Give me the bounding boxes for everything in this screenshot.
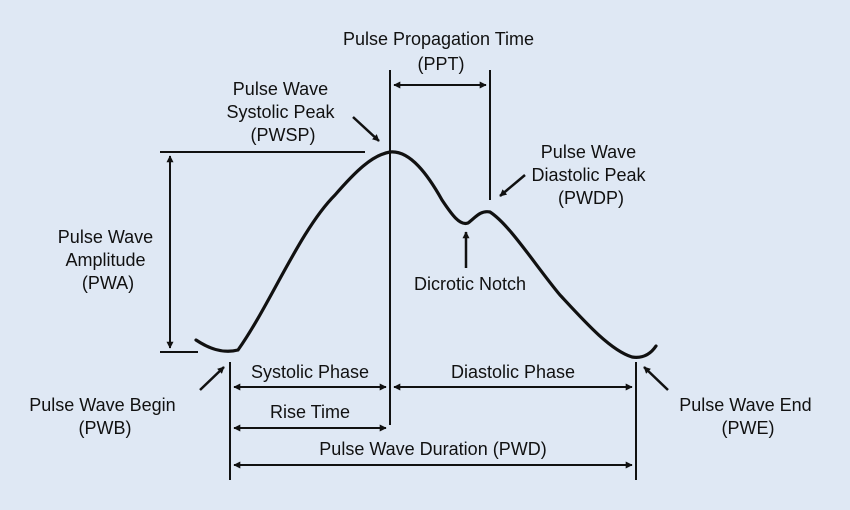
pwa-label-line-1: Pulse Wave	[58, 227, 153, 247]
pwa-label: Pulse Wave Amplitude (PWA)	[58, 227, 158, 293]
dicrotic-notch-label: Dicrotic Notch	[414, 274, 526, 294]
pwb-label-line-2: (PWB)	[79, 418, 132, 438]
pulse-waveform	[194, 150, 658, 359]
pwdp-label: Pulse Wave Diastolic Peak (PWDP)	[531, 142, 650, 208]
pwe-pointer	[643, 366, 669, 391]
pwa-label-line-3: (PWA)	[82, 273, 134, 293]
pwsp-label-line-1: Pulse Wave	[233, 79, 328, 99]
pwa-label-line-2: Amplitude	[65, 250, 145, 270]
pwdp-pointer	[499, 174, 526, 197]
rise-time-label: Rise Time	[270, 402, 350, 422]
pwe-label-line-2: (PWE)	[722, 418, 775, 438]
pwsp-label-line-2: Systolic Peak	[226, 102, 335, 122]
pwe-label: Pulse Wave End (PWE)	[679, 395, 816, 438]
pwdp-label-line-3: (PWDP)	[558, 188, 624, 208]
ppt-label-line-2: (PPT)	[418, 54, 465, 74]
pwb-label-line-1: Pulse Wave Begin	[29, 395, 175, 415]
pwdp-label-line-1: Pulse Wave	[541, 142, 636, 162]
pwsp-pointer	[352, 116, 380, 142]
ppt-label: Pulse Propagation Time (PPT)	[343, 29, 539, 74]
pwsp-label-line-3: (PWSP)	[251, 125, 316, 145]
diastolic-phase-label: Diastolic Phase	[451, 362, 575, 382]
pwsp-label: Pulse Wave Systolic Peak (PWSP)	[226, 79, 339, 145]
systolic-phase-label: Systolic Phase	[251, 362, 369, 382]
ppt-label-line-1: Pulse Propagation Time	[343, 29, 534, 49]
pwd-label: Pulse Wave Duration (PWD)	[319, 439, 546, 459]
pwdp-label-line-2: Diastolic Peak	[531, 165, 646, 185]
pwb-pointer	[199, 366, 225, 391]
pwb-label: Pulse Wave Begin (PWB)	[29, 395, 180, 438]
pwe-label-line-1: Pulse Wave End	[679, 395, 811, 415]
